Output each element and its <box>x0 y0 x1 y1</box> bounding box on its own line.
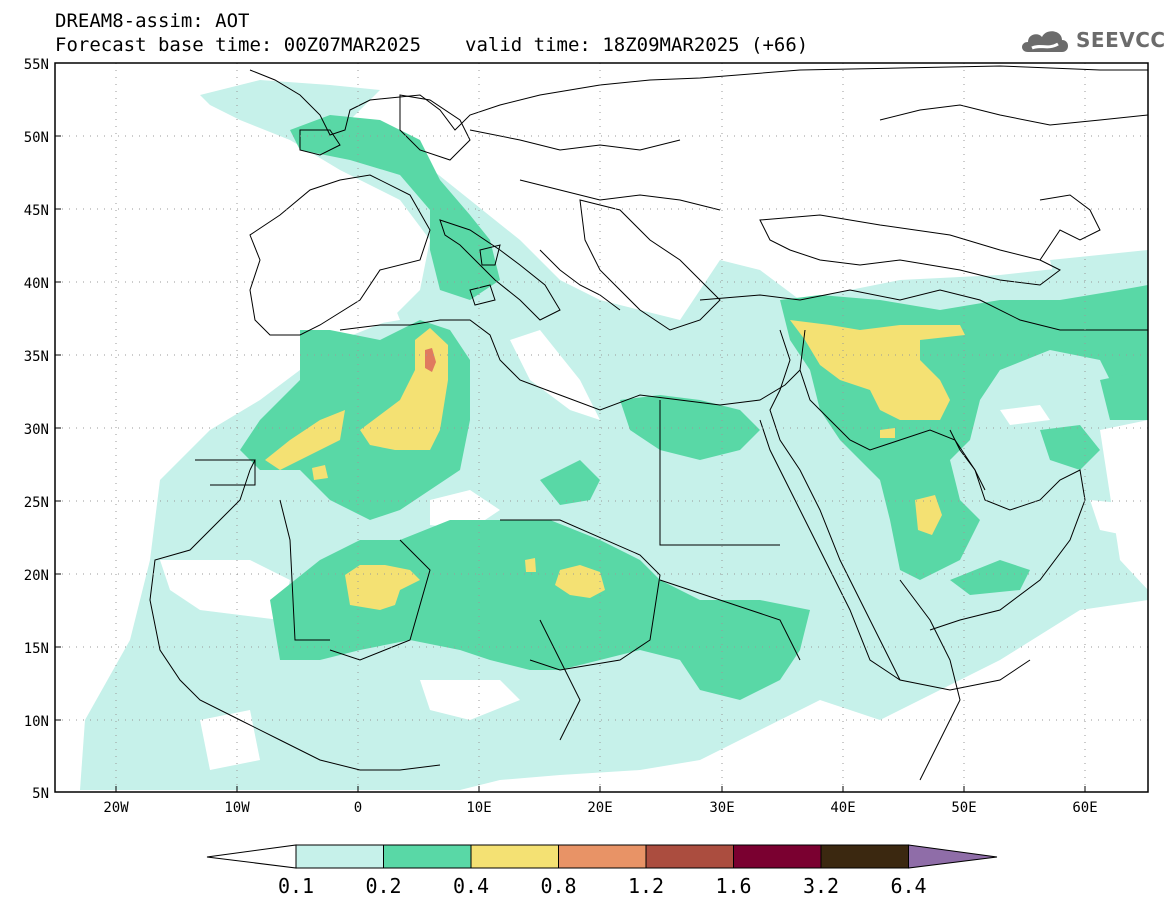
colorbar-label: 0.2 <box>365 874 401 898</box>
lat-label: 30N <box>24 422 49 438</box>
lat-label: 25N <box>24 495 49 511</box>
lat-label: 10N <box>24 714 49 730</box>
lon-label: 20W <box>103 800 129 816</box>
colorbar-label: 0.8 <box>540 874 576 898</box>
axis-ticks <box>55 62 1086 793</box>
aot-clear-areas <box>160 270 1148 770</box>
colorbar <box>206 844 998 869</box>
colorbar-segment <box>470 844 559 869</box>
forecast-base-time: Forecast base time: 00Z07MAR2025 <box>55 34 422 56</box>
logo-label: SEEVCCC <box>1076 28 1165 52</box>
valid-time: valid time: 18Z09MAR2025 (+66) <box>465 34 809 56</box>
colorbar-low-arrow <box>206 844 297 869</box>
colorbar-segment <box>820 844 909 869</box>
colorbar-labels: 0.1 0.2 0.4 0.8 1.2 1.6 3.2 6.4 <box>278 874 927 898</box>
lat-label: 20N <box>24 568 49 584</box>
colorbar-label: 6.4 <box>890 874 926 898</box>
map-grid <box>55 63 1148 792</box>
map-title: DREAM8-assim: AOT <box>55 10 250 32</box>
lat-label: 55N <box>24 57 49 73</box>
lon-label: 20E <box>587 800 612 816</box>
aot-level-0-1 <box>80 80 1148 790</box>
colorbar-segment <box>295 844 384 869</box>
lat-label: 35N <box>24 349 49 365</box>
lat-label: 40N <box>24 276 49 292</box>
colorbar-segment <box>733 844 822 869</box>
colorbar-label: 1.2 <box>628 874 664 898</box>
lon-label: 40E <box>830 800 855 816</box>
lon-labels: 20W 10W 0 10E 20E 30E 40E 50E 60E <box>103 800 1097 816</box>
time-line: Forecast base time: 00Z07MAR2025 valid ti… <box>55 34 808 56</box>
lon-label: 30E <box>709 800 734 816</box>
colorbar-segment <box>383 844 472 869</box>
cloud-logo-icon <box>1022 31 1068 52</box>
lat-label: 15N <box>24 641 49 657</box>
lon-label: 0 <box>354 800 362 816</box>
colorbar-label: 0.4 <box>453 874 489 898</box>
seevccc-logo: SEEVCCC <box>1018 24 1165 58</box>
lat-labels: 55N 50N 45N 40N 35N 30N 25N 20N 15N 10N … <box>24 57 49 802</box>
colorbar-label: 1.6 <box>715 874 751 898</box>
lat-label: 5N <box>32 786 49 802</box>
colorbar-segment <box>645 844 734 869</box>
coastlines <box>149 65 1148 781</box>
aot-contours <box>80 80 1148 790</box>
lon-label: 50E <box>951 800 976 816</box>
colorbar-high-arrow <box>908 844 998 869</box>
aot-level-0-8 <box>425 348 436 372</box>
colorbar-label: 0.1 <box>278 874 314 898</box>
lon-label: 10W <box>224 800 250 816</box>
lon-label: 10E <box>466 800 491 816</box>
colorbar-label: 3.2 <box>803 874 839 898</box>
lat-label: 45N <box>24 203 49 219</box>
lon-label: 60E <box>1072 800 1097 816</box>
lat-label: 50N <box>24 130 49 146</box>
colorbar-segment <box>558 844 647 869</box>
